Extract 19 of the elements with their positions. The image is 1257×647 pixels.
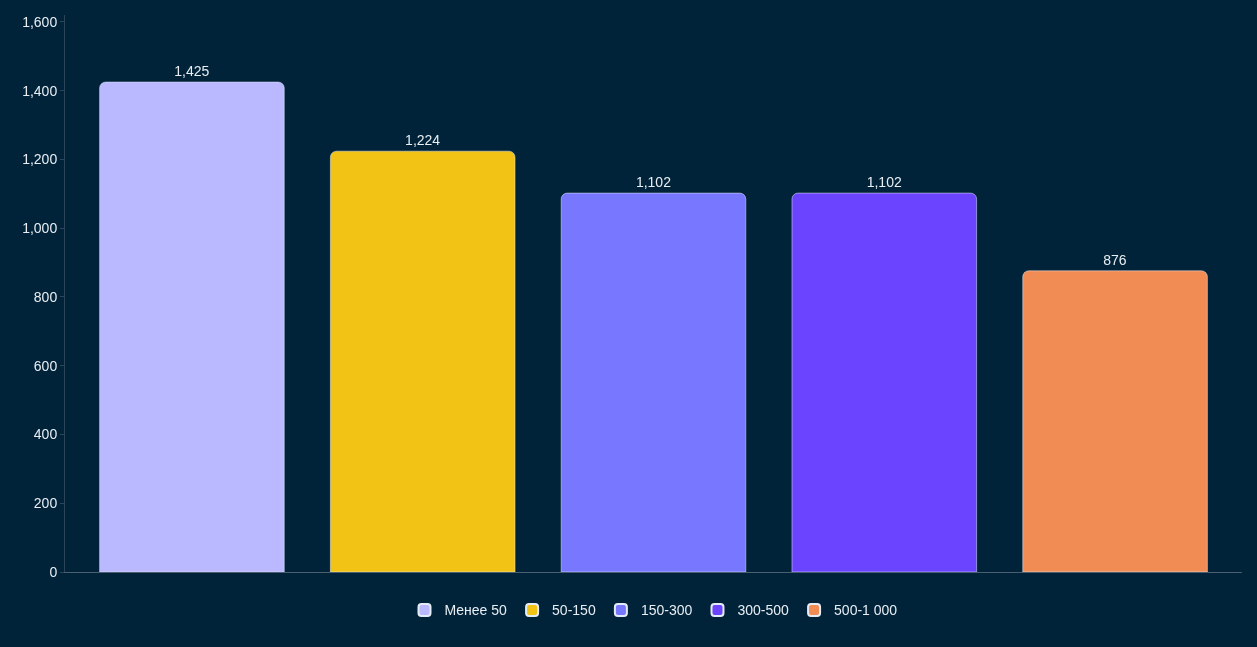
- data-label: 876: [1103, 251, 1127, 268]
- legend-label: Менее 50: [444, 602, 508, 619]
- legend-label: 300-500: [737, 602, 790, 619]
- y-tick-label: 600: [33, 357, 58, 374]
- y-tick-label: 400: [33, 426, 58, 443]
- data-label: 1,102: [635, 174, 672, 191]
- y-tick-label: 1,400: [22, 82, 58, 99]
- legend-label: 50-150: [552, 602, 596, 619]
- y-tick-label: 800: [33, 288, 58, 305]
- legend-label: 150-300: [640, 602, 693, 619]
- data-label: 1,224: [405, 132, 441, 149]
- data-label: 1,425: [174, 63, 210, 80]
- y-tick-label: 1,600: [22, 13, 58, 30]
- data-label: 1,102: [866, 174, 902, 191]
- y-tick-label: 0: [49, 563, 58, 580]
- y-tick-label: 200: [33, 495, 58, 512]
- legend-label: 500-1 000: [834, 602, 898, 619]
- y-tick-label: 1,200: [22, 151, 58, 168]
- y-tick-label: 1,000: [22, 220, 58, 237]
